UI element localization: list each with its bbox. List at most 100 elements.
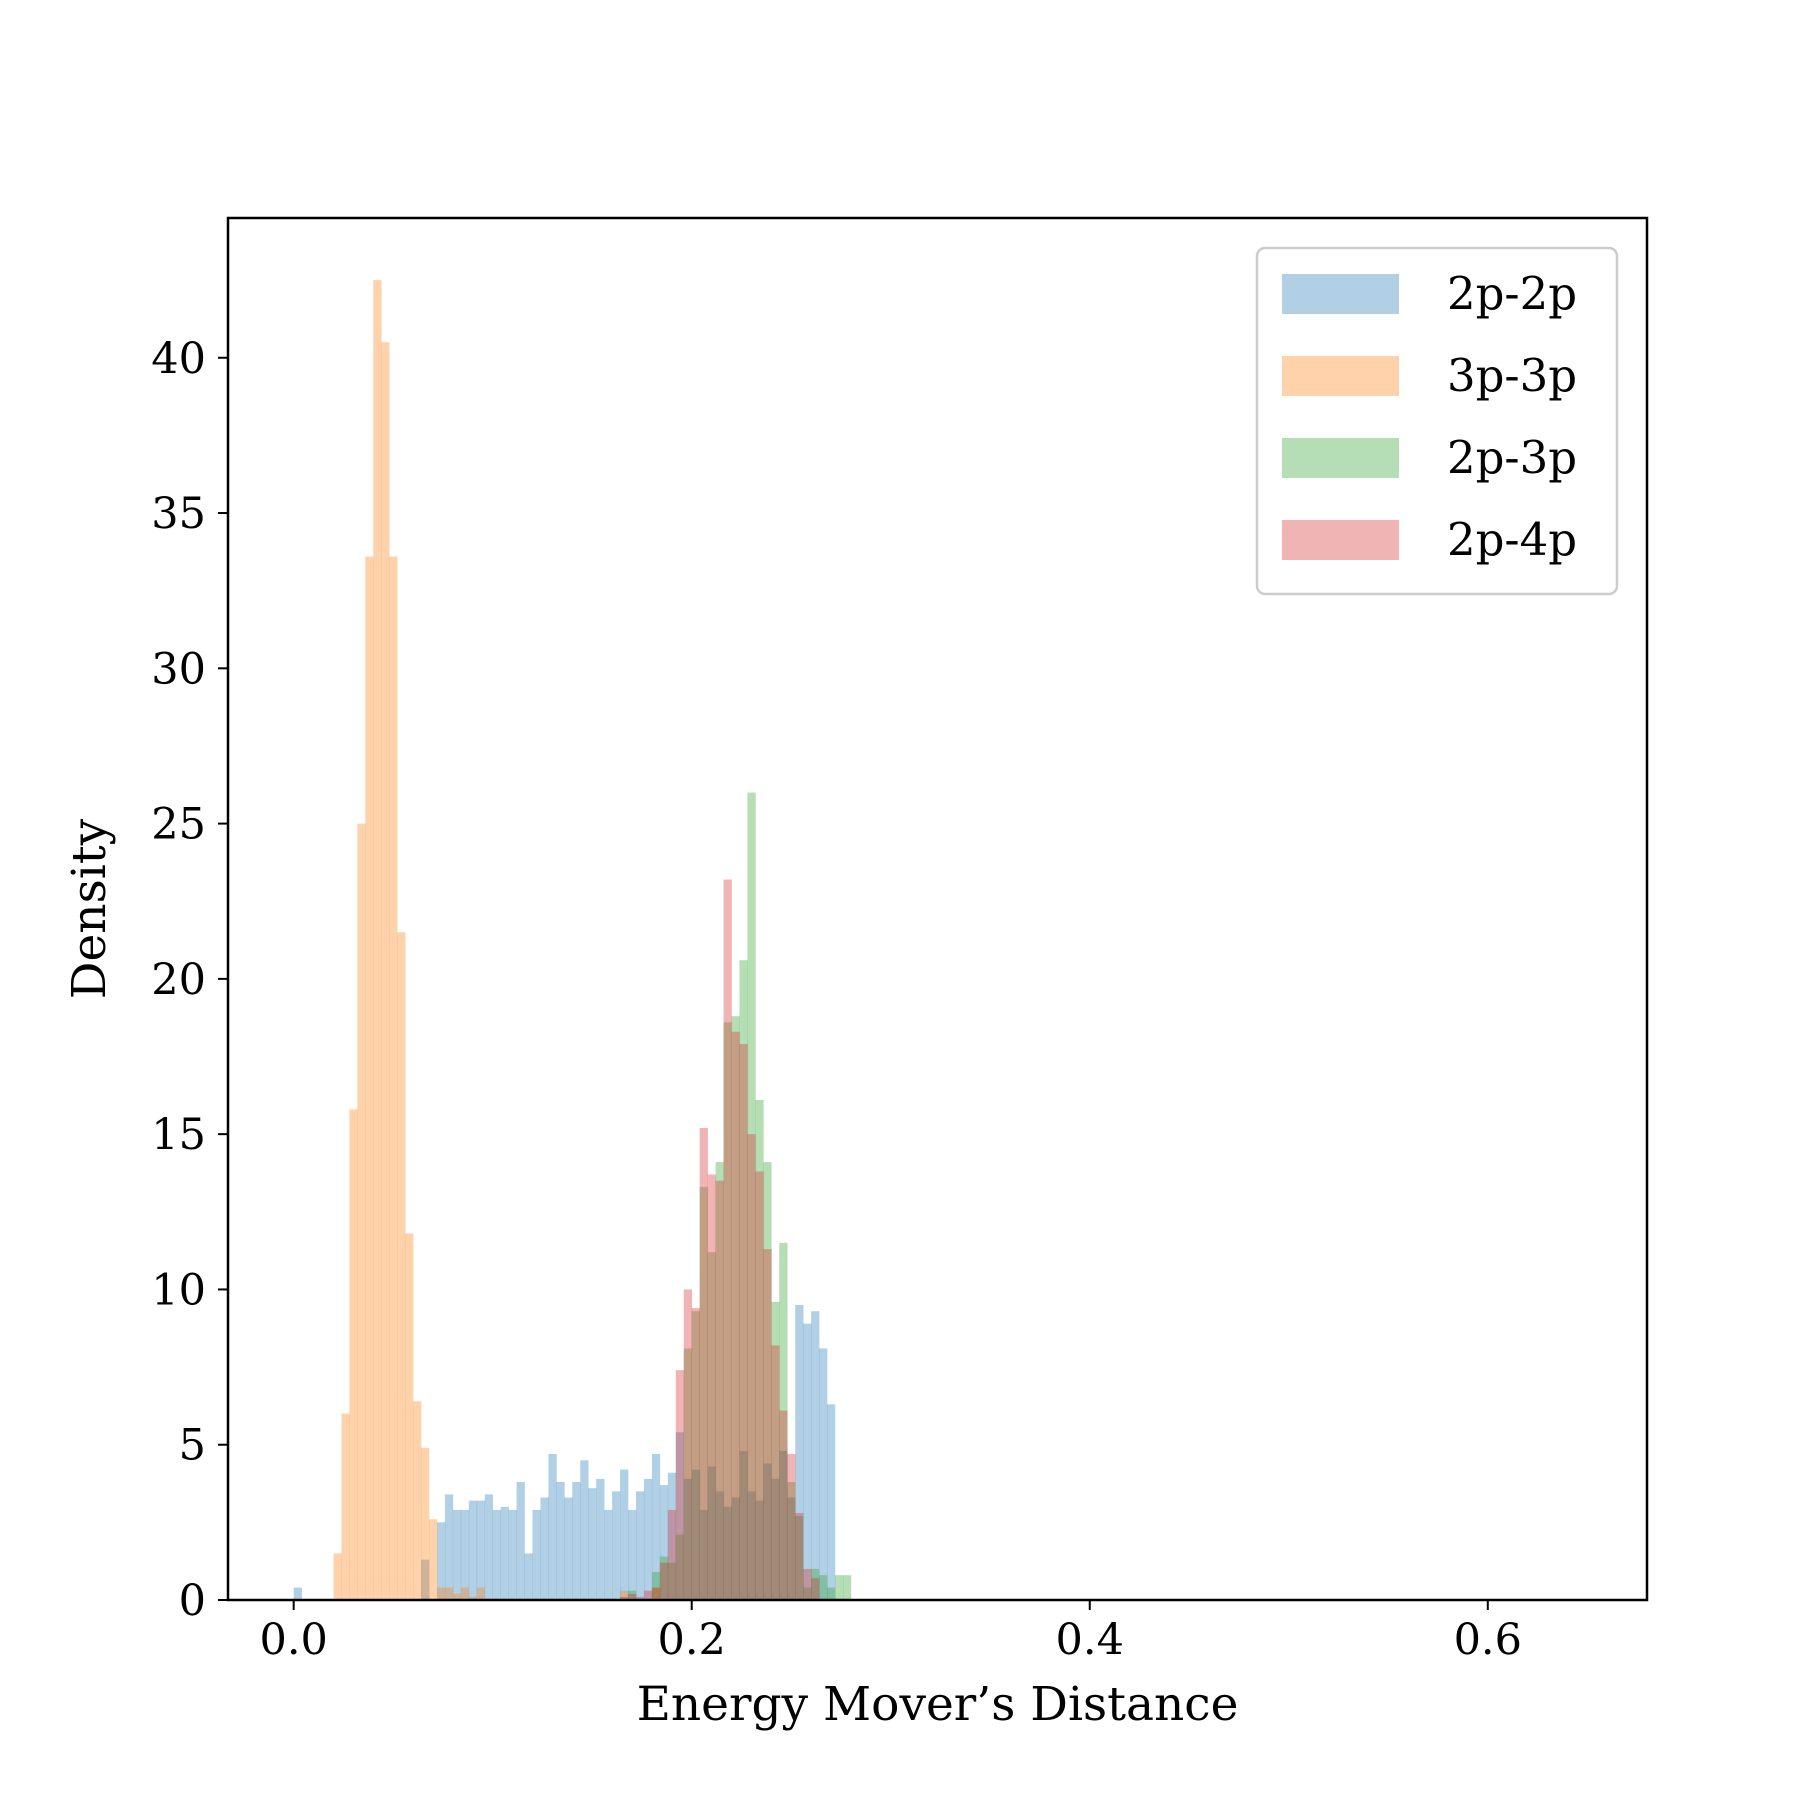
bar-2p-4p	[691, 1308, 700, 1600]
bar-2p-3p	[683, 1348, 693, 1600]
bar-2p-4p	[659, 1562, 669, 1600]
bar-2p-2p	[612, 1491, 621, 1600]
bar-2p-4p	[739, 1044, 748, 1600]
bar-2p-2p	[635, 1491, 645, 1600]
bar-2p-4p	[715, 1180, 724, 1600]
bar-2p-2p	[699, 1509, 708, 1600]
legend-swatch	[1282, 274, 1399, 314]
bar-3p-3p	[405, 1233, 414, 1600]
bar-2p-4p	[755, 1171, 764, 1600]
bar-2p-3p	[651, 1572, 661, 1600]
legend-label: 2p-3p	[1447, 431, 1577, 484]
bar-2p-2p	[293, 1587, 302, 1600]
y-tick-label: 20	[151, 955, 206, 1005]
y-tick-label: 25	[151, 800, 206, 850]
bar-2p-3p	[715, 1162, 724, 1600]
bar-2p-2p	[811, 1311, 820, 1600]
bar-2p-3p	[691, 1311, 700, 1600]
bar-2p-4p	[803, 1568, 812, 1600]
legend-label: 3p-3p	[1447, 349, 1577, 402]
bar-2p-4p	[723, 879, 732, 1600]
legend-label: 2p-2p	[1447, 267, 1577, 320]
bar-2p-4p	[699, 1127, 708, 1600]
bar-2p-3p	[827, 1587, 836, 1600]
bar-2p-2p	[707, 1466, 716, 1600]
bar-2p-4p	[795, 1513, 804, 1600]
y-tick-label: 40	[151, 334, 206, 384]
bar-2p-4p	[683, 1289, 693, 1600]
bar-2p-2p	[723, 1506, 732, 1600]
bar-2p-4p	[779, 1410, 788, 1600]
bar-2p-2p	[524, 1553, 533, 1600]
bar-2p-2p	[540, 1497, 549, 1600]
bar-2p-3p	[675, 1534, 685, 1600]
bar-2p-2p	[763, 1463, 772, 1600]
bar-2p-2p	[436, 1522, 446, 1600]
bar-2p-3p	[842, 1575, 852, 1600]
bar-3p-3p	[341, 1413, 350, 1600]
bar-3p-3p	[620, 1590, 629, 1600]
bar-2p-4p	[651, 1587, 661, 1600]
bar-2p-3p	[787, 1481, 796, 1600]
bar-2p-3p	[667, 1562, 677, 1600]
bar-2p-2p	[827, 1404, 836, 1600]
bar-2p-4p	[675, 1370, 685, 1600]
bar-2p-2p	[787, 1497, 796, 1600]
bar-2p-2p	[651, 1454, 661, 1600]
bar-2p-2p	[715, 1491, 724, 1600]
bar-3p-3p	[365, 556, 374, 1600]
bar-2p-2p	[771, 1478, 780, 1600]
legend-swatch	[1282, 520, 1399, 560]
y-axis-ticks: 0 5 10 15 20 25 30 35 40	[151, 334, 228, 1626]
bar-2p-3p	[795, 1516, 804, 1600]
bar-3p-3p	[389, 556, 398, 1600]
bar-2p-2p	[667, 1472, 677, 1600]
bar-2p-4p	[731, 1031, 740, 1600]
bar-2p-2p	[492, 1509, 501, 1600]
bar-2p-2p	[731, 1497, 740, 1600]
series-2p-4p	[620, 879, 820, 1600]
bar-3p-3p	[468, 1596, 478, 1600]
bar-3p-3p	[436, 1587, 446, 1600]
bar-2p-4p	[763, 1249, 772, 1600]
bar-2p-4p	[643, 1590, 653, 1600]
bar-3p-3p	[651, 1587, 661, 1600]
series-2p-2p	[293, 1304, 836, 1600]
bar-3p-3p	[413, 1401, 422, 1600]
bar-2p-2p	[691, 1469, 700, 1600]
bar-3p-3p	[333, 1553, 342, 1600]
y-tick-label: 5	[179, 1421, 206, 1471]
bar-2p-2p	[421, 1559, 430, 1600]
y-tick-label: 30	[151, 644, 206, 694]
legend: 2p-2p 3p-3p 2p-3p 2p-4p	[1255, 246, 1619, 596]
bar-2p-2p	[476, 1500, 486, 1600]
bar-2p-4p	[635, 1596, 645, 1600]
bar-3p-3p	[381, 342, 390, 1601]
bar-2p-3p	[747, 792, 756, 1600]
bar-2p-2p	[572, 1481, 581, 1600]
plot-frame	[226, 216, 1649, 1602]
bar-2p-2p	[468, 1500, 478, 1600]
bar-3p-3p	[429, 1519, 438, 1600]
bar-2p-2p	[604, 1509, 613, 1600]
bar-2p-4p	[771, 1345, 780, 1600]
bar-2p-2p	[596, 1478, 605, 1600]
bar-2p-2p	[452, 1509, 462, 1600]
bar-2p-3p	[659, 1556, 669, 1600]
bar-2p-2p	[460, 1509, 470, 1600]
y-tick-label: 15	[151, 1110, 206, 1160]
bar-2p-2p	[747, 1491, 756, 1600]
bar-2p-2p	[548, 1454, 557, 1600]
bar-2p-4p	[620, 1596, 629, 1600]
bar-2p-2p	[580, 1460, 589, 1600]
bar-2p-2p	[803, 1323, 812, 1600]
y-axis-label: Density	[62, 818, 117, 999]
bar-2p-2p	[819, 1348, 828, 1600]
legend-label: 2p-4p	[1447, 513, 1577, 566]
y-tick-label: 35	[151, 489, 206, 539]
legend-box	[1255, 246, 1619, 596]
legend-swatch	[1282, 438, 1399, 478]
bar-2p-3p	[835, 1575, 844, 1600]
bar-2p-2p	[755, 1500, 764, 1600]
bar-3p-3p	[460, 1587, 470, 1600]
